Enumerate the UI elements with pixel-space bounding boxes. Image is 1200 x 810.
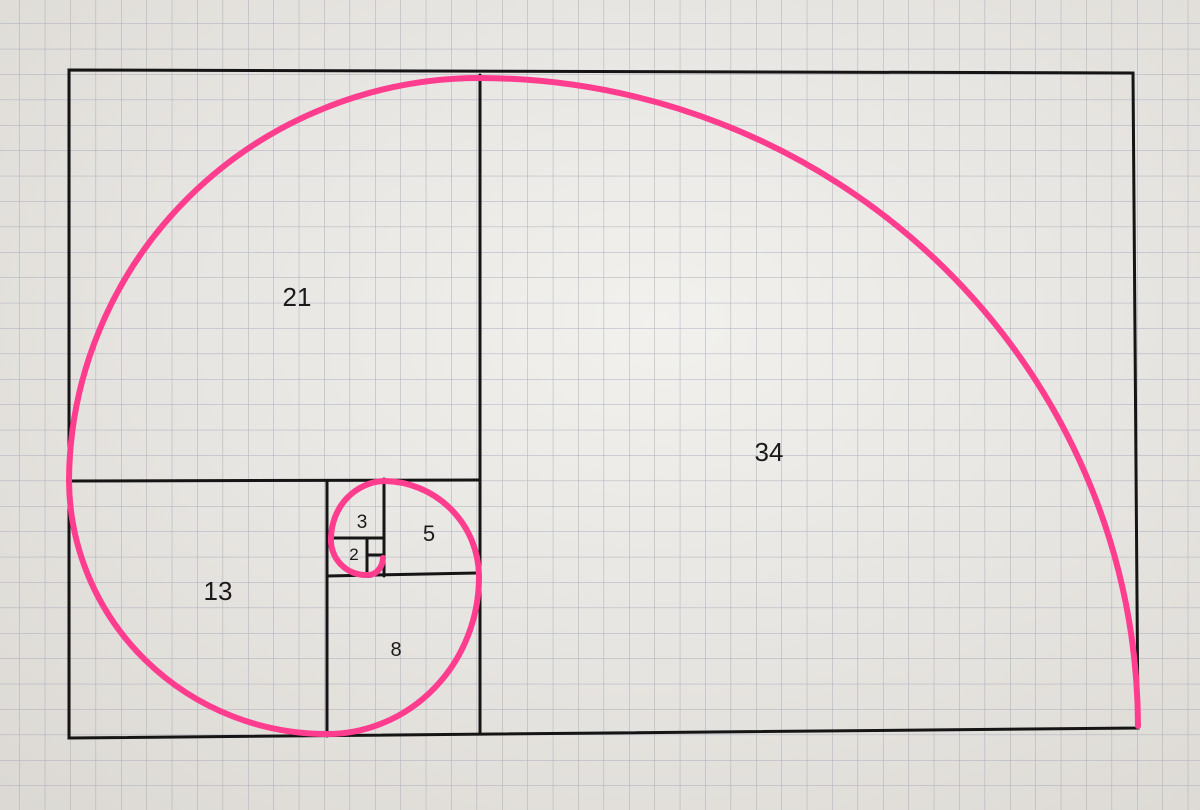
label-21: 21 <box>283 282 312 312</box>
label-5: 5 <box>423 521 435 546</box>
label-8: 8 <box>390 639 401 661</box>
label-3: 3 <box>357 512 368 533</box>
divider-21 <box>67 478 482 483</box>
label-34: 34 <box>755 437 784 467</box>
golden-spiral <box>66 75 1141 737</box>
label-13: 13 <box>204 576 233 606</box>
label-2: 2 <box>349 545 358 564</box>
